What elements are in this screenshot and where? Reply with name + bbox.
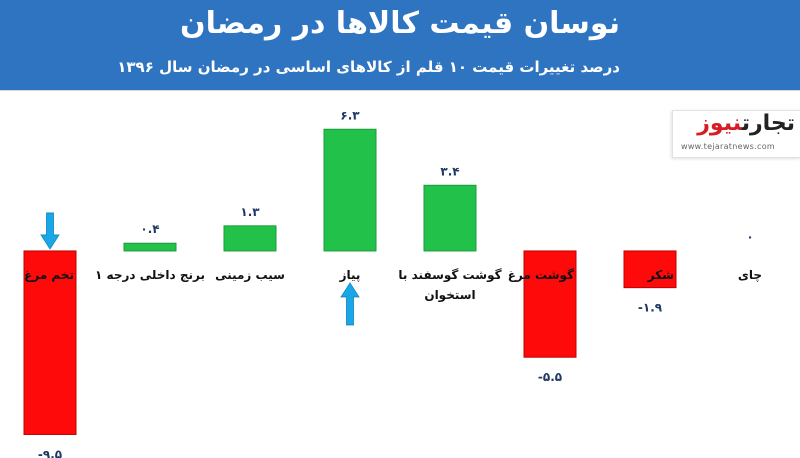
chart-subtitle: درصد تغییرات قیمت ۱۰ قلم از کالاهای اساس… (117, 58, 620, 76)
bar (223, 225, 277, 252)
chart-header: نوسان قیمت کالاها در رمضان درصد تغییرات … (0, 0, 800, 91)
data-label: ۰.۴ (140, 222, 159, 236)
category-label: استخوان (424, 288, 475, 303)
data-label: -۹.۵ (38, 447, 62, 458)
arrow-up-icon (340, 282, 360, 326)
data-label: -۱.۹ (638, 301, 663, 315)
brand-logo-text: تجارتنیوز (697, 111, 795, 136)
bar (23, 250, 77, 435)
data-label: ۰ (746, 230, 753, 244)
brand-logo: تجارتنیوز www.tejaratnews.com (672, 110, 800, 158)
chart-title: نوسان قیمت کالاها در رمضان (179, 6, 621, 41)
brand-url: www.tejaratnews.com (681, 142, 775, 151)
bar (423, 184, 477, 252)
data-label: ۶.۳ (340, 108, 360, 122)
category-label: شکر (647, 268, 674, 282)
bar (323, 128, 377, 252)
category-label: پیاز (339, 268, 361, 282)
data-label: ۳.۴ (440, 164, 459, 178)
category-label: چای (738, 268, 762, 282)
data-label: -۵.۵ (538, 370, 562, 384)
bar (123, 242, 177, 252)
bar (623, 250, 677, 289)
bar (523, 250, 577, 358)
category-label: گوشت گوسفند با (398, 268, 501, 283)
brand-main: تجارت (741, 111, 795, 136)
category-label: سیب زمینی (215, 268, 285, 282)
bar-chart: ۰ چای -۱.۹ شکر -۵.۵ گوشت مرغ ۳.۴ گوشت گوسفند با… (23, 108, 762, 458)
category-label: تخم مرغ (24, 268, 74, 282)
arrow-down-icon (40, 212, 60, 250)
brand-accent: نیوز (697, 111, 742, 136)
category-label: گوشت مرغ (508, 268, 574, 283)
data-label: ۱.۳ (240, 205, 260, 219)
category-label: برنج داخلی درجه ۱ (95, 268, 205, 282)
